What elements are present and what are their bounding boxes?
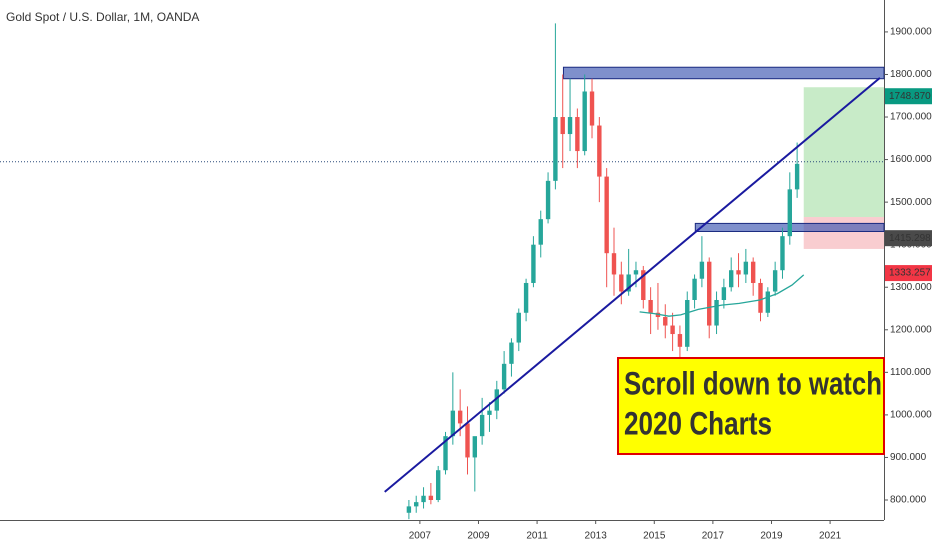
x-tick-label: 2009 — [467, 531, 490, 542]
y-tick-label: 1300.000 — [890, 282, 932, 293]
price-label: 1333.257 — [889, 268, 931, 279]
candle-body — [604, 176, 609, 254]
callout-box — [617, 357, 885, 455]
x-tick-label: 2017 — [702, 531, 725, 542]
candle-body — [531, 244, 536, 283]
trendline — [384, 77, 881, 493]
x-tick-label: 2021 — [819, 531, 842, 542]
y-tick-label: 1700.000 — [890, 112, 932, 123]
y-tick-label: 1100.000 — [890, 367, 931, 378]
candle-body — [494, 389, 499, 411]
y-tick-label: 1900.000 — [890, 27, 932, 38]
candle-body — [421, 495, 426, 503]
y-tick-label: 1600.000 — [890, 154, 932, 165]
candle-body — [641, 270, 646, 300]
candle-body — [487, 410, 492, 415]
candle-body — [582, 91, 587, 152]
x-tick-label: 2007 — [409, 531, 432, 542]
zone — [562, 66, 885, 80]
candle-body — [428, 495, 434, 500]
y-tick-label: 900.000 — [890, 452, 927, 463]
callout-text: 2020 Charts — [624, 405, 772, 441]
callout-text: Scroll down to watch — [624, 365, 882, 401]
candle-body — [750, 261, 756, 283]
price-label-box — [885, 265, 932, 282]
price-label: 1415.298 — [889, 233, 931, 244]
candle-body — [545, 180, 551, 220]
y-tick-label: 1800.000 — [890, 69, 932, 80]
candle-body — [780, 236, 785, 271]
y-tick-label: 1500.000 — [890, 197, 932, 208]
x-tick-label: 2011 — [526, 531, 548, 542]
candle-body — [794, 163, 800, 190]
candle-body — [728, 270, 734, 288]
target-zone — [803, 87, 884, 218]
x-tick-label: 2015 — [643, 531, 666, 542]
candle-body — [450, 410, 456, 437]
candle-body — [685, 300, 690, 347]
x-tick-label: 2019 — [760, 531, 783, 542]
candle-body — [787, 189, 792, 237]
axes: 800.000 900.000 1000.000 1100.000 1200.000 13… — [409, 27, 932, 542]
candle-body — [677, 334, 683, 347]
candle-body — [765, 291, 771, 313]
candle-body — [457, 410, 463, 424]
x-tick-label: 2013 — [585, 531, 608, 542]
candle-body — [509, 342, 514, 364]
stop-zone — [803, 217, 884, 249]
candle-body — [560, 117, 565, 135]
candle-body — [670, 325, 675, 335]
candle-body — [414, 502, 419, 507]
candle-body — [626, 274, 631, 292]
moving-average — [639, 274, 805, 317]
candle-body — [743, 261, 749, 275]
candle-body — [435, 470, 441, 500]
candle-body — [772, 270, 778, 292]
candle-body — [516, 312, 521, 343]
candle-body — [692, 278, 697, 300]
candle-body — [479, 414, 485, 437]
candle-body — [758, 282, 763, 313]
candle-body — [663, 317, 668, 326]
candle-body — [472, 436, 478, 458]
candle-body — [714, 300, 719, 326]
chart-title: Gold Spot / U.S. Dollar, 1M, OANDA — [6, 10, 199, 24]
candle-body — [611, 253, 617, 275]
candle-body — [406, 506, 412, 513]
candle-body — [736, 270, 741, 275]
candle-body — [523, 282, 529, 313]
candle-body — [553, 117, 558, 181]
candle-body — [619, 274, 624, 292]
y-tick-label: 800.000 — [890, 495, 927, 506]
price-label: 1748.870 — [889, 91, 931, 102]
price-label-box — [885, 88, 932, 105]
candle-body — [597, 125, 602, 177]
candle-body — [633, 270, 639, 275]
candle-body — [699, 261, 705, 279]
candle-body — [648, 300, 653, 313]
candle-body — [501, 363, 507, 390]
candle-body — [567, 117, 573, 135]
candle-body — [589, 91, 595, 126]
candle-body — [538, 219, 543, 245]
candle-body — [575, 117, 580, 152]
y-tick-label: 1200.000 — [890, 324, 932, 335]
y-tick-label: 1000.000 — [890, 410, 932, 421]
candle-body — [465, 423, 470, 458]
candle-body — [443, 436, 448, 471]
price-label-box — [885, 230, 932, 247]
candle-body — [721, 287, 727, 300]
candle-body — [707, 261, 712, 326]
plot-area: Scroll down to watch 2020 Charts — [0, 23, 885, 520]
